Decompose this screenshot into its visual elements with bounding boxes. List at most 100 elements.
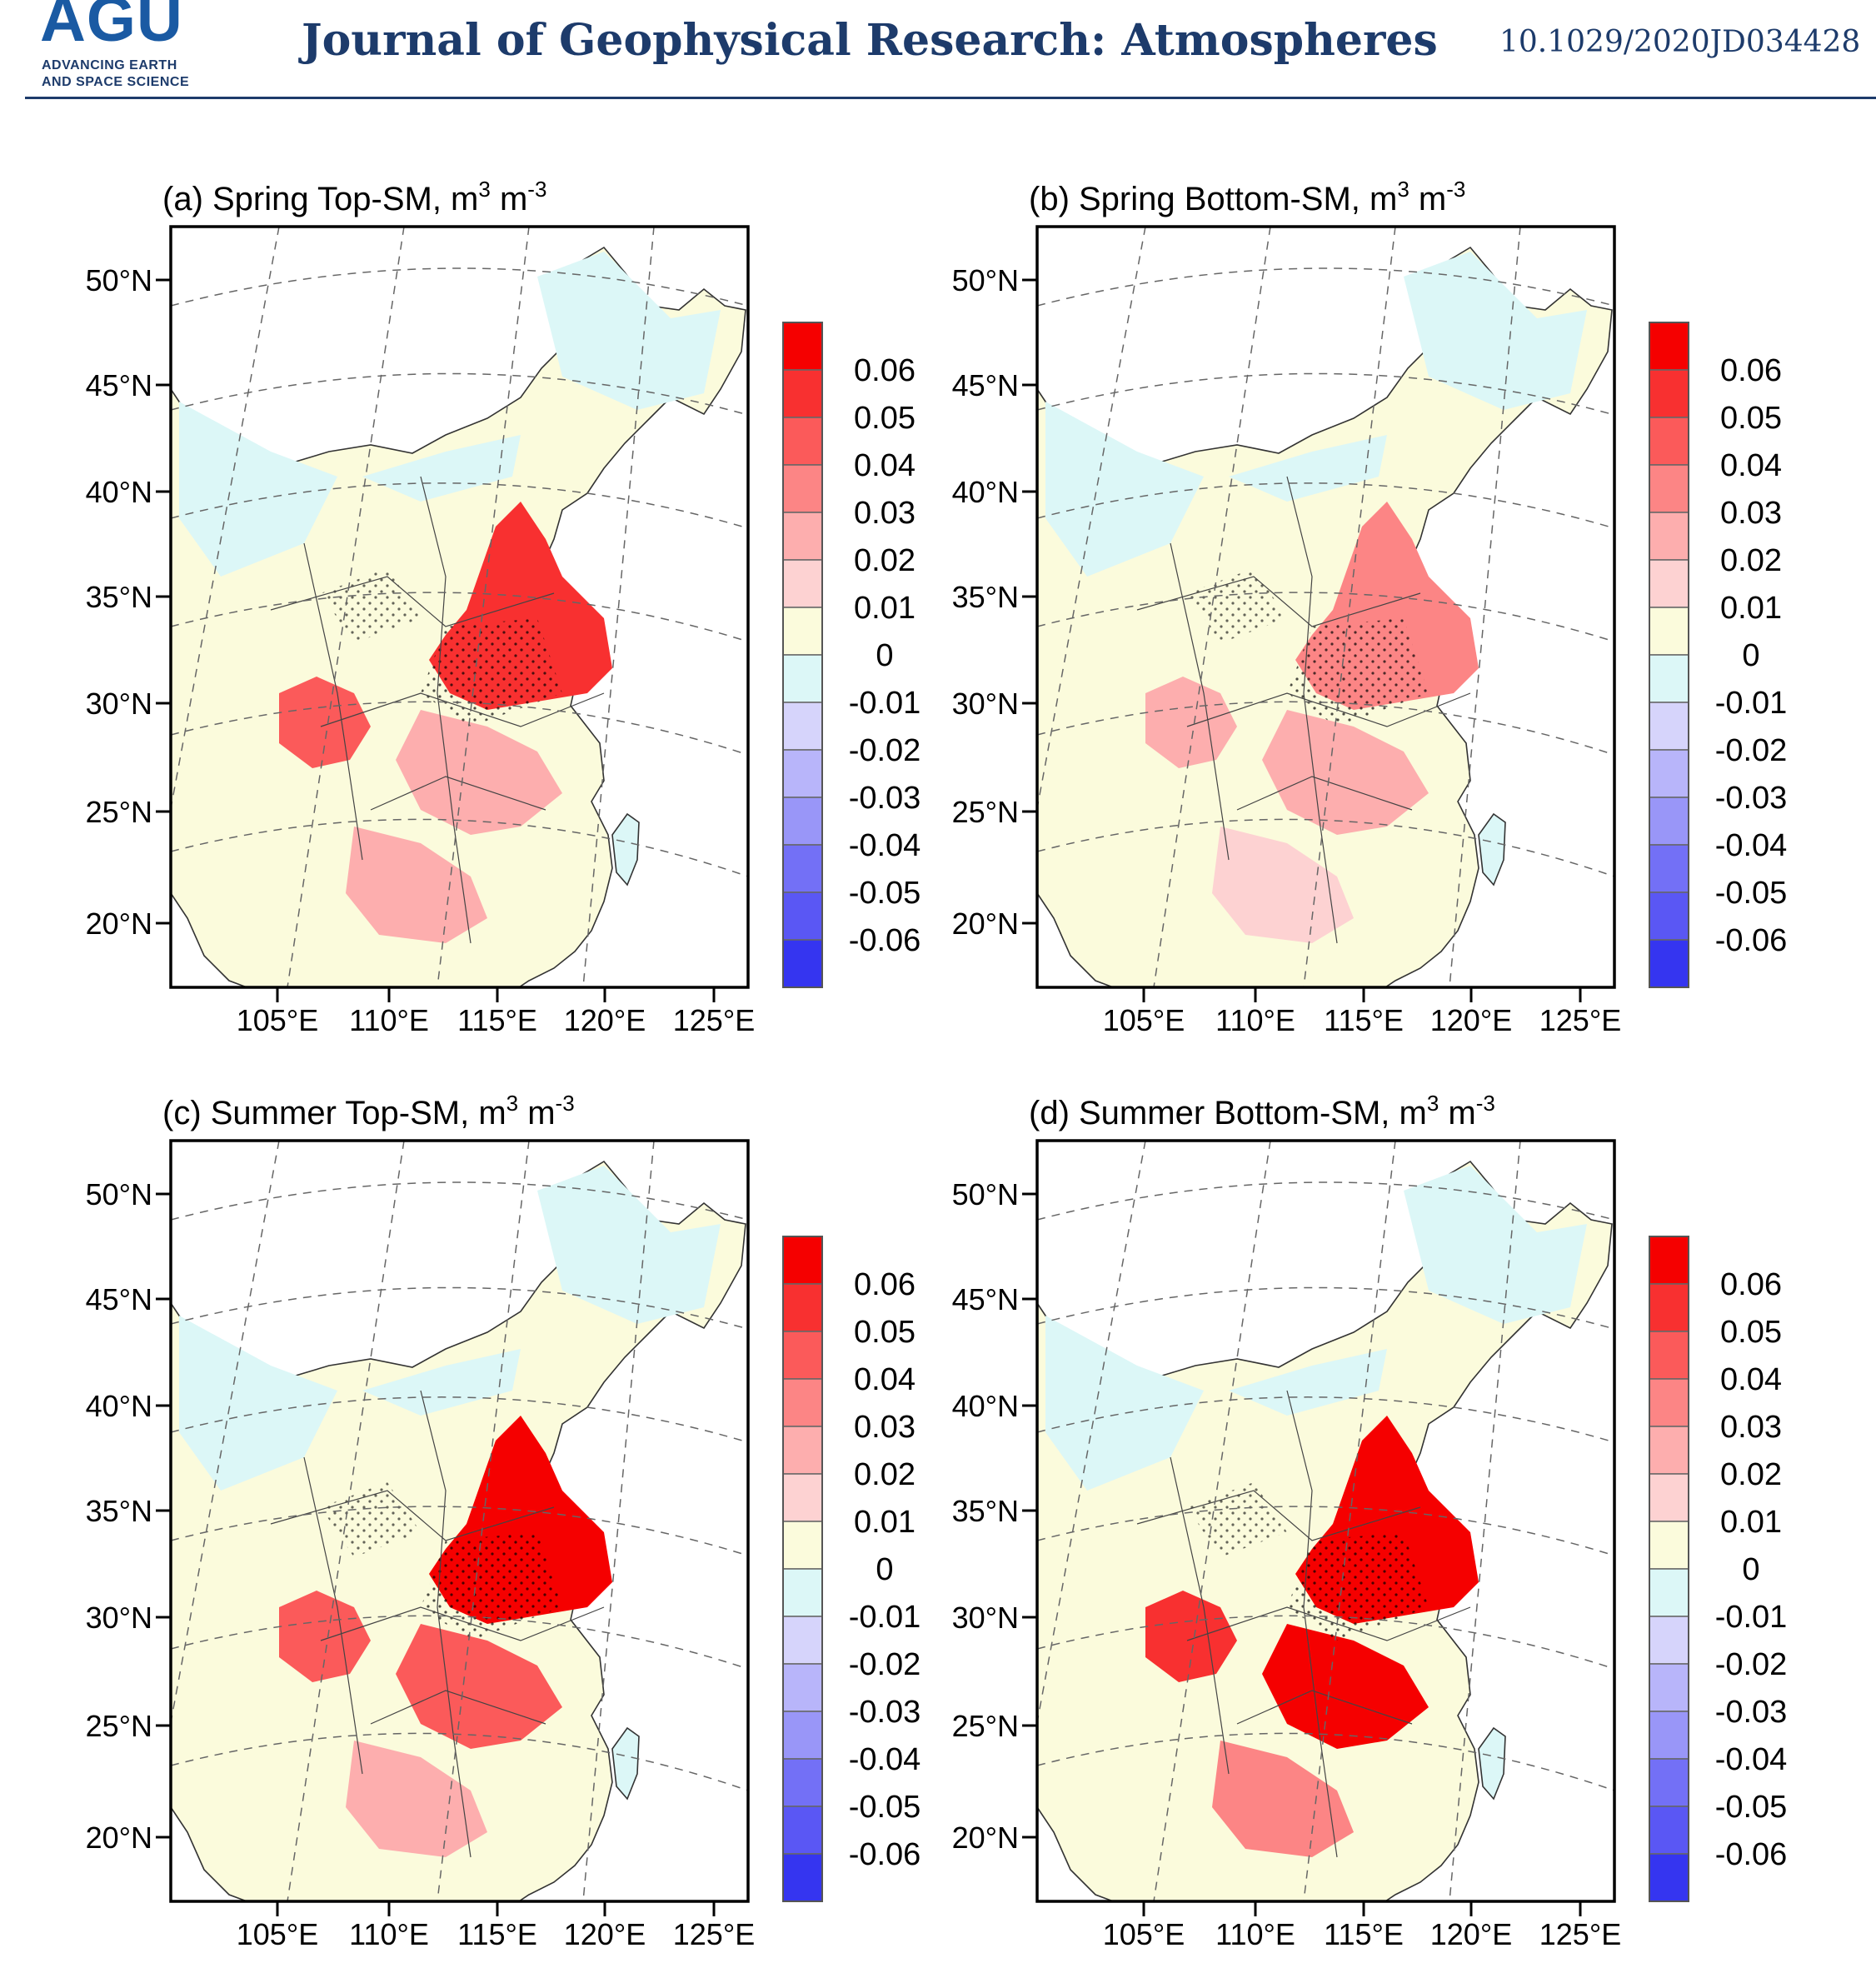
lon-tick-label: 105°E xyxy=(1103,1003,1185,1037)
positive-region xyxy=(346,827,487,943)
colorbar-label: -0.04 xyxy=(849,1742,921,1777)
colorbar-label: 0.03 xyxy=(854,496,916,531)
province-boundary xyxy=(1136,576,1421,627)
longitude-line xyxy=(437,1141,530,1901)
latitude-line xyxy=(171,267,748,307)
taiwan-island xyxy=(1478,1726,1506,1801)
negative-region xyxy=(1404,1166,1587,1324)
colorbar-swatch xyxy=(782,1426,823,1475)
colorbar-swatch xyxy=(782,654,823,703)
colorbar-label: -0.05 xyxy=(1715,876,1788,911)
colorbar-swatch xyxy=(1649,464,1689,513)
latitude-line xyxy=(171,1506,748,1556)
longitude-line xyxy=(1153,227,1271,987)
colorbar-label: 0.01 xyxy=(854,591,916,626)
negative-region xyxy=(179,402,337,577)
positive-region xyxy=(396,1624,562,1749)
lon-tick-label: 110°E xyxy=(349,1003,429,1037)
latitude-line xyxy=(171,818,748,877)
lat-tick-label: 40°N xyxy=(86,1389,152,1423)
colorbar-swatch xyxy=(1649,512,1689,561)
colorbar-swatch xyxy=(782,464,823,513)
colorbar-swatch xyxy=(1649,1568,1689,1617)
longitude-line xyxy=(1449,1141,1521,1901)
lat-tick-label: 20°N xyxy=(952,1821,1019,1855)
agu-logo-subtitle-2: AND SPACE SCIENCE xyxy=(42,75,190,89)
colorbar-label: -0.02 xyxy=(1715,733,1788,768)
colorbar-swatch xyxy=(1649,1473,1689,1522)
significance-stipple xyxy=(421,1532,562,1641)
colorbar-label: -0.06 xyxy=(849,1837,921,1872)
colorbar-swatch xyxy=(1649,1331,1689,1380)
lat-tick-label: 25°N xyxy=(86,1709,152,1743)
colorbar-label: -0.03 xyxy=(849,781,921,816)
colorbar-label: 0.04 xyxy=(854,1362,916,1397)
lat-tick-label: 20°N xyxy=(86,907,152,941)
latitude-line xyxy=(1037,1181,1614,1221)
negative-region xyxy=(179,1316,337,1491)
panel-title: (a) Spring Top-SM, m3 m-3 xyxy=(162,177,546,217)
colorbar-swatch xyxy=(1649,369,1689,418)
lon-tick-label: 125°E xyxy=(1539,1917,1621,1951)
lon-tick-label: 115°E xyxy=(457,1003,537,1037)
lon-tick-label: 115°E xyxy=(1324,1917,1404,1951)
map-frame xyxy=(169,225,750,989)
colorbar-label: 0.06 xyxy=(1720,353,1782,388)
significance-stipple xyxy=(321,1482,421,1557)
colorbar-label: -0.06 xyxy=(1715,923,1788,958)
colorbar-swatch xyxy=(782,512,823,561)
colorbar-frame xyxy=(782,322,823,988)
longitude-line xyxy=(1153,1141,1271,1901)
latitude-line xyxy=(1037,372,1614,416)
lon-tick-label: 115°E xyxy=(1324,1003,1404,1037)
province-boundary xyxy=(1170,1456,1230,1775)
lon-tick-label: 105°E xyxy=(237,1003,318,1037)
longitude-line xyxy=(1449,227,1521,987)
positive-region xyxy=(1212,827,1354,943)
longitude-line xyxy=(1303,227,1396,987)
colorbar-swatch xyxy=(782,1663,823,1712)
longitude-line xyxy=(1303,1141,1396,1901)
longitude-line xyxy=(287,1141,405,1901)
lon-tick-label: 110°E xyxy=(1215,1003,1295,1037)
significance-stipple xyxy=(321,568,421,643)
colorbar-swatch xyxy=(782,322,823,371)
colorbar-label: 0.03 xyxy=(1720,1410,1782,1445)
colorbar-label: 0.03 xyxy=(854,1410,916,1445)
latitude-line xyxy=(1037,1396,1614,1443)
colorbar-label: -0.03 xyxy=(849,1695,921,1730)
map-panel-a: (a) Spring Top-SM, m3 m-3 50°N 45°N 40°N 35°… xyxy=(86,177,921,1037)
colorbar-swatch xyxy=(782,1806,823,1855)
map-panel-b: (b) Spring Bottom-SM, m3 m-3 50°N 45°N 40°N… xyxy=(952,177,1788,1037)
province-boundary xyxy=(1236,1690,1413,1725)
lon-tick-label: 120°E xyxy=(1430,1917,1512,1951)
colorbar-swatch xyxy=(1649,1283,1689,1332)
colorbar-label: -0.04 xyxy=(849,828,921,863)
panel-title: (d) Summer Bottom-SM, m3 m-3 xyxy=(1029,1091,1495,1131)
colorbar-swatch xyxy=(782,1521,823,1570)
lon-tick-label: 120°E xyxy=(1430,1003,1512,1037)
colorbar-swatch xyxy=(782,892,823,941)
lon-tick-label: 125°E xyxy=(1539,1003,1621,1037)
colorbar-swatch xyxy=(782,1236,823,1285)
lat-tick-label: 50°N xyxy=(952,1177,1019,1211)
positive-region xyxy=(1262,710,1429,835)
lat-tick-label: 35°N xyxy=(952,580,1019,614)
positive-region xyxy=(1145,1591,1237,1682)
latitude-line xyxy=(171,1396,748,1443)
colorbar-swatch xyxy=(782,1331,823,1380)
colorbar-label: -0.03 xyxy=(1715,781,1788,816)
latitude-line xyxy=(171,592,748,642)
colorbar-swatch xyxy=(1649,1758,1689,1807)
colorbar-swatch xyxy=(782,844,823,893)
lat-tick-label: 40°N xyxy=(952,1389,1019,1423)
taiwan-island xyxy=(611,812,640,887)
colorbar-label: 0.05 xyxy=(854,401,916,436)
taiwan-island xyxy=(611,1726,640,1801)
colorbar-swatch xyxy=(782,1616,823,1665)
lat-tick-label: 25°N xyxy=(952,795,1019,829)
latitude-line xyxy=(1037,1732,1614,1791)
latitude-line xyxy=(171,701,748,756)
land-region xyxy=(171,1160,746,1901)
latitude-line xyxy=(171,372,748,416)
